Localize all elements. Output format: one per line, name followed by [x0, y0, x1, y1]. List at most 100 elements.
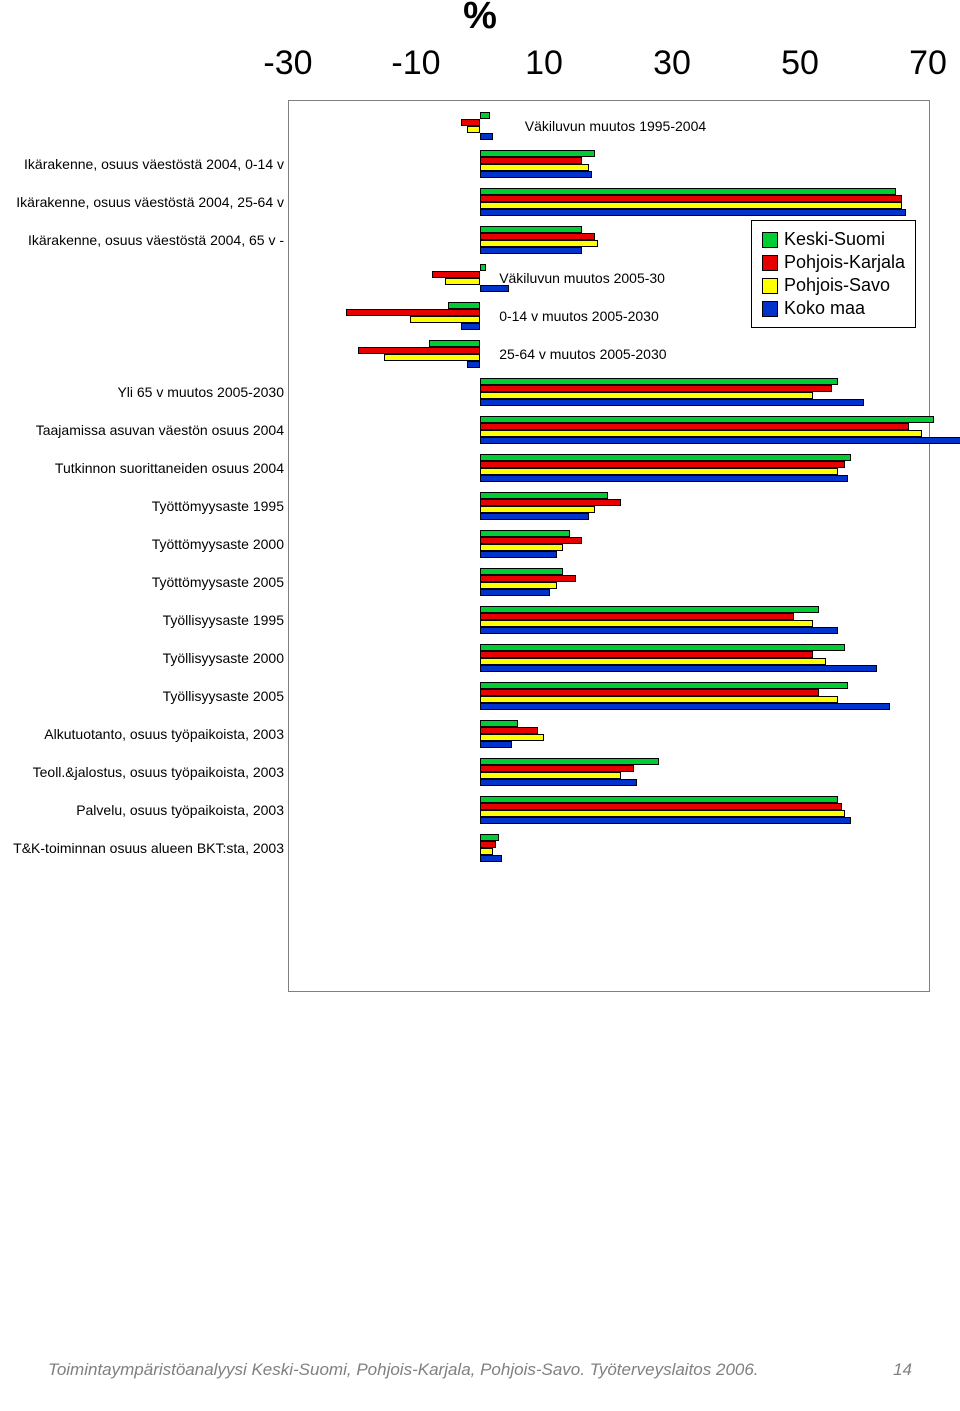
bar — [480, 810, 845, 817]
bar — [480, 399, 864, 406]
bar — [480, 544, 563, 551]
bar — [480, 796, 838, 803]
category-label: Teoll.&jalostus, osuus työpaikoista, 200… — [33, 764, 284, 780]
bar — [480, 171, 592, 178]
bar — [480, 247, 582, 254]
bar — [480, 150, 595, 157]
bar — [480, 620, 813, 627]
bar — [480, 233, 595, 240]
bar — [480, 703, 890, 710]
category-label: Yli 65 v muutos 2005-2030 — [117, 384, 284, 400]
category-label: Työllisyysaste 1995 — [163, 612, 284, 628]
bar — [480, 589, 550, 596]
bar — [480, 627, 838, 634]
bar — [480, 720, 518, 727]
bar — [480, 848, 493, 855]
axis-tick-label: 10 — [504, 44, 584, 83]
bar — [448, 302, 480, 309]
legend-item: Pohjois-Savo — [762, 275, 905, 296]
bar — [410, 316, 480, 323]
bar — [480, 202, 902, 209]
legend-item: Keski-Suomi — [762, 229, 905, 250]
bar — [480, 606, 819, 613]
bar — [480, 454, 851, 461]
page-number: 14 — [893, 1360, 912, 1380]
bar — [429, 340, 480, 347]
bar — [480, 689, 819, 696]
bar — [480, 392, 813, 399]
axis-tick-label: 30 — [632, 44, 712, 83]
bar — [480, 551, 557, 558]
axis-tick-label: 70 — [888, 44, 960, 83]
legend-label: Pohjois-Savo — [784, 275, 890, 296]
inline-label: Väkiluvun muutos 1995-2004 — [525, 118, 706, 134]
bar — [445, 278, 480, 285]
bar — [346, 309, 480, 316]
bar — [480, 378, 838, 385]
category-label: Ikärakenne, osuus väestöstä 2004, 25-64 … — [16, 194, 284, 210]
bar — [480, 537, 582, 544]
category-label: Ikärakenne, osuus väestöstä 2004, 65 v - — [28, 232, 284, 248]
category-label: Työttömyysaste 1995 — [152, 498, 284, 514]
bar — [480, 475, 848, 482]
legend: Keski-SuomiPohjois-KarjalaPohjois-SavoKo… — [751, 220, 916, 328]
bar — [480, 264, 486, 271]
category-label: Työttömyysaste 2000 — [152, 536, 284, 552]
bar — [480, 416, 934, 423]
axis-tick-label: 50 — [760, 44, 840, 83]
category-label: Taajamissa asuvan väestön osuus 2004 — [36, 422, 284, 438]
bar — [480, 682, 848, 689]
bar — [480, 506, 595, 513]
bar — [480, 492, 608, 499]
bar — [480, 841, 496, 848]
bar — [480, 461, 845, 468]
category-label: Työllisyysaste 2000 — [163, 650, 284, 666]
bar — [467, 361, 480, 368]
category-label: Alkutuotanto, osuus työpaikoista, 2003 — [44, 726, 284, 742]
bar — [480, 188, 896, 195]
legend-swatch — [762, 278, 778, 294]
category-label: Työttömyysaste 2005 — [152, 574, 284, 590]
page-footer: Toimintaympäristöanalyysi Keski-Suomi, P… — [0, 1360, 960, 1380]
bar — [480, 758, 659, 765]
bar — [480, 468, 838, 475]
bar — [461, 323, 480, 330]
bar — [480, 157, 582, 164]
axis-tick-label: -10 — [376, 44, 456, 83]
bar — [480, 112, 490, 119]
legend-label: Koko maa — [784, 298, 865, 319]
axis-title: % — [0, 0, 960, 38]
legend-swatch — [762, 232, 778, 248]
bar — [480, 582, 557, 589]
bar — [480, 817, 851, 824]
bar — [480, 779, 637, 786]
category-label: Tutkinnon suorittaneiden osuus 2004 — [55, 460, 284, 476]
legend-swatch — [762, 255, 778, 271]
bar — [480, 855, 502, 862]
category-label: T&K-toiminnan osuus alueen BKT:sta, 2003 — [13, 840, 284, 856]
bar — [480, 285, 509, 292]
category-label: Työllisyysaste 2005 — [163, 688, 284, 704]
bar — [480, 240, 598, 247]
bar — [480, 430, 922, 437]
bar — [358, 347, 480, 354]
bar — [480, 530, 570, 537]
bar — [467, 126, 480, 133]
legend-item: Pohjois-Karjala — [762, 252, 905, 273]
bar — [480, 803, 842, 810]
bar — [480, 734, 544, 741]
legend-item: Koko maa — [762, 298, 905, 319]
bar — [480, 385, 832, 392]
bar — [480, 727, 538, 734]
bar — [480, 423, 909, 430]
bar — [480, 226, 582, 233]
inline-label: Väkiluvun muutos 2005-30 — [499, 270, 665, 286]
legend-swatch — [762, 301, 778, 317]
bar — [480, 513, 589, 520]
bar — [480, 741, 512, 748]
bar — [480, 164, 589, 171]
bar — [480, 575, 576, 582]
legend-label: Pohjois-Karjala — [784, 252, 905, 273]
footer-text: Toimintaympäristöanalyysi Keski-Suomi, P… — [48, 1360, 759, 1380]
inline-label: 25-64 v muutos 2005-2030 — [499, 346, 666, 362]
